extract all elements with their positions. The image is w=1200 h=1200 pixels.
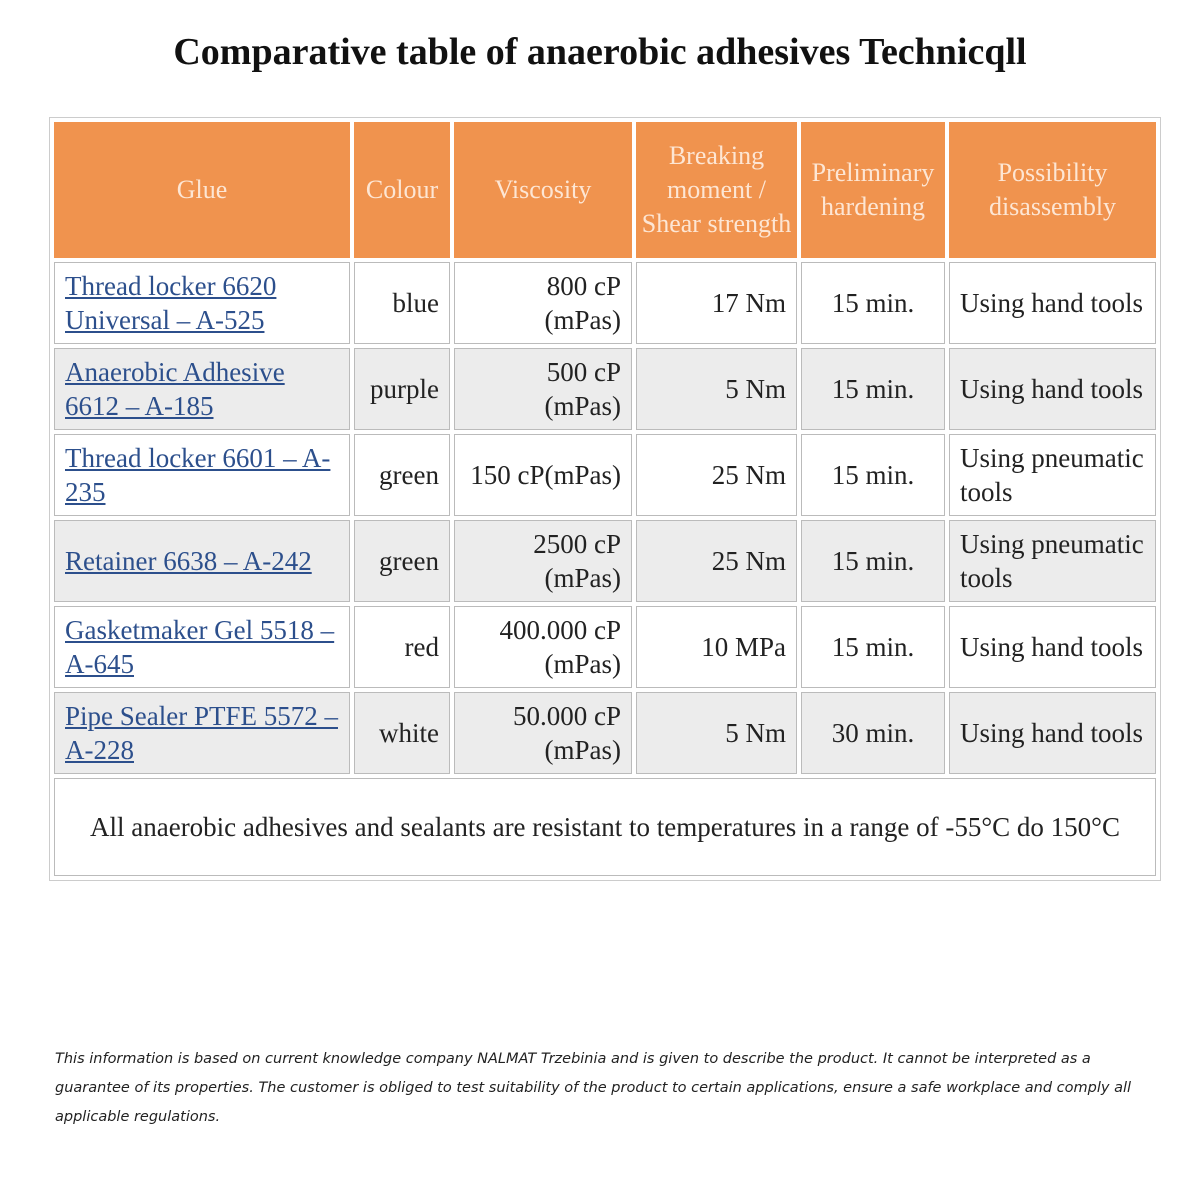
table-cell: 400.000 cP (mPas) (454, 606, 632, 688)
table-cell: 15 min. (801, 520, 945, 602)
table-row: Gasketmaker Gel 5518 – A-645 red 400.000 c… (54, 606, 1156, 688)
product-link[interactable]: Thread locker 6620 Universal – A-525 (65, 271, 277, 335)
table-row: Retainer 6638 – A-242 green 2500 cP (mPas)… (54, 520, 1156, 602)
table-cell: green (354, 520, 450, 602)
table-cell: 2500 cP (mPas) (454, 520, 632, 602)
table-cell: 17 Nm (636, 262, 797, 344)
table-cell: blue (354, 262, 450, 344)
footer-note: All anaerobic adhesives and sealants are… (54, 778, 1156, 876)
table-cell: 50.000 cP (mPas) (454, 692, 632, 774)
table-cell: 15 min. (801, 434, 945, 516)
table-cell: 5 Nm (636, 348, 797, 430)
table-cell: 30 min. (801, 692, 945, 774)
column-header: Breaking moment / Shear strength (636, 122, 797, 258)
table-cell: purple (354, 348, 450, 430)
table-cell: Retainer 6638 – A-242 (54, 520, 350, 602)
table-cell: Pipe Sealer PTFE 5572 – A-228 (54, 692, 350, 774)
table-cell: 500 cP (mPas) (454, 348, 632, 430)
comparison-table: Glue Colour Viscosity Breaking moment / She… (49, 117, 1161, 881)
table-cell: 25 Nm (636, 434, 797, 516)
table-cell: Using hand tools (949, 348, 1156, 430)
table-cell: 150 cP(mPas) (454, 434, 632, 516)
table-cell: green (354, 434, 450, 516)
table-cell: 25 Nm (636, 520, 797, 602)
table-cell: Using hand tools (949, 262, 1156, 344)
table-cell: 15 min. (801, 262, 945, 344)
table-cell: 5 Nm (636, 692, 797, 774)
product-link[interactable]: Anaerobic Adhesive 6612 – A-185 (65, 357, 285, 421)
table-row: Pipe Sealer PTFE 5572 – A-228 white 50.000… (54, 692, 1156, 774)
header-row: Glue Colour Viscosity Breaking moment / She… (54, 122, 1156, 258)
column-header: Glue (54, 122, 350, 258)
table-cell: red (354, 606, 450, 688)
table-row: Anaerobic Adhesive 6612 – A-185 purple 500… (54, 348, 1156, 430)
column-header: Colour (354, 122, 450, 258)
product-link[interactable]: Pipe Sealer PTFE 5572 – A-228 (65, 701, 338, 765)
table-cell: Anaerobic Adhesive 6612 – A-185 (54, 348, 350, 430)
table-body: Thread locker 6620 Universal – A-525 blue… (54, 262, 1156, 876)
table-row: Thread locker 6620 Universal – A-525 blue… (54, 262, 1156, 344)
column-header: Preliminary hardening (801, 122, 945, 258)
product-link[interactable]: Thread locker 6601 – A-235 (65, 443, 331, 507)
title: Comparative table of anaerobic adhesives… (173, 31, 1027, 73)
table-cell: Using hand tools (949, 606, 1156, 688)
column-header: Viscosity (454, 122, 632, 258)
table-cell: 15 min. (801, 606, 945, 688)
table-cell: Thread locker 6601 – A-235 (54, 434, 350, 516)
product-link[interactable]: Retainer 6638 – A-242 (65, 546, 312, 576)
product-link[interactable]: Gasketmaker Gel 5518 – A-645 (65, 615, 335, 679)
table-cell: white (354, 692, 450, 774)
table-cell: 10 MPa (636, 606, 797, 688)
table-cell: Thread locker 6620 Universal – A-525 (54, 262, 350, 344)
table-cell: Using hand tools (949, 692, 1156, 774)
table-cell: Using pneumatic tools (949, 520, 1156, 602)
column-header: Possibility disassembly (949, 122, 1156, 258)
table-row: Thread locker 6601 – A-235 green 150 cP(mP… (54, 434, 1156, 516)
disclaimer: This information is based on current kno… (55, 1051, 1132, 1125)
footer-row: All anaerobic adhesives and sealants are… (54, 778, 1156, 876)
table-cell: 15 min. (801, 348, 945, 430)
table-cell: Gasketmaker Gel 5518 – A-645 (54, 606, 350, 688)
table-cell: 800 cP (mPas) (454, 262, 632, 344)
table-cell: Using pneumatic tools (949, 434, 1156, 516)
